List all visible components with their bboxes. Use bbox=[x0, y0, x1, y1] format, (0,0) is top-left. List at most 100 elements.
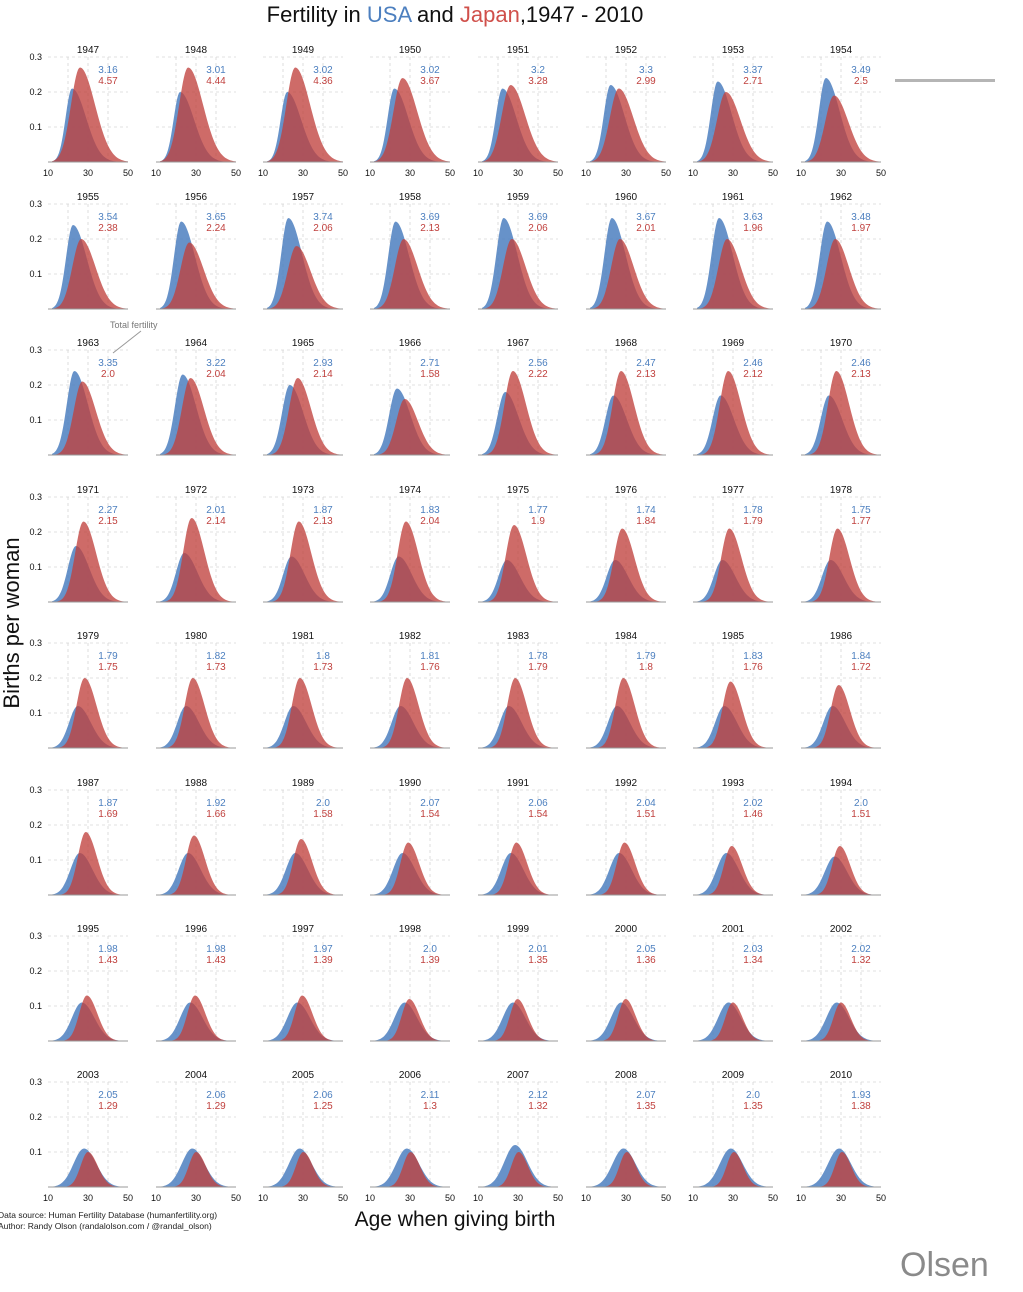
panel-year-label: 1984 bbox=[615, 631, 638, 642]
usa-fertility-label: 2.04 bbox=[636, 798, 656, 809]
panel-year-label: 1967 bbox=[507, 338, 530, 349]
japan-fertility-label: 1.29 bbox=[206, 1101, 226, 1112]
watermark: Olsen bbox=[900, 1246, 989, 1284]
panel-1966: 1966 2.711.58 bbox=[370, 338, 450, 456]
panel-year-label: 2008 bbox=[615, 1070, 638, 1081]
panel-2004: 2004 2.061.29 10 30 50 bbox=[151, 1070, 241, 1203]
panel-1979: 1979 1.791.75 0.1 0.2 0.3 bbox=[29, 631, 128, 749]
usa-fertility-label: 2.46 bbox=[743, 358, 763, 369]
panel-year-label: 2006 bbox=[399, 1070, 422, 1081]
japan-area bbox=[590, 842, 666, 895]
panel-year-label: 1974 bbox=[399, 485, 422, 496]
japan-fertility-label: 1.73 bbox=[206, 662, 226, 673]
usa-fertility-label: 3.69 bbox=[528, 212, 548, 223]
japan-area bbox=[482, 85, 558, 162]
x-tick-label: 30 bbox=[83, 1193, 93, 1203]
panel-1959: 1959 3.692.06 bbox=[478, 192, 558, 310]
usa-fertility-label: 2.56 bbox=[528, 358, 548, 369]
panel-1955: 1955 3.542.38 0.1 0.2 0.3 bbox=[29, 192, 128, 310]
japan-fertility-label: 2.06 bbox=[313, 223, 333, 234]
japan-area bbox=[160, 518, 236, 602]
panel-1999: 1999 2.011.35 bbox=[478, 924, 558, 1042]
japan-area bbox=[52, 1152, 128, 1187]
x-tick-label: 50 bbox=[123, 1193, 133, 1203]
x-tick-label: 30 bbox=[191, 1193, 201, 1203]
japan-fertility-label: 2.15 bbox=[98, 516, 118, 527]
usa-fertility-label: 1.83 bbox=[420, 505, 440, 516]
panel-year-label: 1966 bbox=[399, 338, 422, 349]
panel-1971: 1971 2.272.15 0.1 0.2 0.3 bbox=[29, 485, 128, 603]
japan-fertility-label: 2.04 bbox=[206, 369, 226, 380]
panel-1962: 1962 3.481.97 bbox=[801, 192, 881, 310]
total-fertility-annotation: Total fertility bbox=[110, 320, 158, 330]
panel-1969: 1969 2.462.12 bbox=[693, 338, 773, 456]
x-tick-label: 50 bbox=[876, 1193, 886, 1203]
japan-fertility-label: 2.12 bbox=[743, 369, 763, 380]
panel-year-label: 1960 bbox=[615, 192, 638, 203]
usa-fertility-label: 3.65 bbox=[206, 212, 226, 223]
usa-fertility-label: 2.02 bbox=[743, 798, 763, 809]
panel-1988: 1988 1.921.66 bbox=[156, 778, 236, 896]
x-tick-label: 50 bbox=[445, 1193, 455, 1203]
y-tick-label: 0.2 bbox=[29, 234, 42, 244]
y-tick-label: 0.3 bbox=[29, 345, 42, 355]
x-tick-label: 30 bbox=[83, 168, 93, 178]
usa-fertility-label: 3.16 bbox=[98, 65, 118, 76]
usa-fertility-label: 1.98 bbox=[206, 944, 226, 955]
japan-fertility-label: 2.5 bbox=[854, 76, 868, 87]
panel-year-label: 2009 bbox=[722, 1070, 745, 1081]
japan-fertility-label: 2.01 bbox=[636, 223, 656, 234]
panel-1964: 1964 3.222.04 bbox=[156, 338, 236, 456]
panel-year-label: 1985 bbox=[722, 631, 745, 642]
usa-fertility-label: 2.0 bbox=[746, 1090, 760, 1101]
japan-area bbox=[374, 78, 450, 162]
panel-1976: 1976 1.741.84 bbox=[586, 485, 666, 603]
x-tick-label: 10 bbox=[151, 1193, 161, 1203]
japan-fertility-label: 1.3 bbox=[423, 1101, 437, 1112]
panel-2003: 2003 2.051.29 0.1 0.2 0.3 10 30 50 bbox=[29, 1070, 133, 1203]
x-tick-label: 10 bbox=[581, 1193, 591, 1203]
panel-1970: 1970 2.462.13 bbox=[801, 338, 881, 456]
panel-year-label: 1981 bbox=[292, 631, 315, 642]
panel-1972: 1972 2.012.14 bbox=[156, 485, 236, 603]
panel-1997: 1997 1.971.39 bbox=[263, 924, 343, 1042]
japan-fertility-label: 1.58 bbox=[313, 809, 333, 820]
panel-1990: 1990 2.071.54 bbox=[370, 778, 450, 896]
panel-1995: 1995 1.981.43 0.1 0.2 0.3 bbox=[29, 924, 128, 1042]
panel-year-label: 1961 bbox=[722, 192, 745, 203]
japan-area bbox=[52, 832, 128, 895]
japan-area bbox=[697, 1152, 773, 1187]
panel-2006: 2006 2.111.3 10 30 50 bbox=[365, 1070, 455, 1203]
japan-area bbox=[160, 242, 236, 309]
usa-fertility-label: 2.06 bbox=[528, 798, 548, 809]
x-tick-label: 30 bbox=[621, 168, 631, 178]
usa-fertility-label: 2.46 bbox=[851, 358, 871, 369]
x-tick-label: 30 bbox=[513, 1193, 523, 1203]
usa-fertility-label: 2.05 bbox=[636, 944, 656, 955]
panel-year-label: 1989 bbox=[292, 778, 315, 789]
usa-fertility-label: 1.77 bbox=[528, 505, 548, 516]
panel-year-label: 1991 bbox=[507, 778, 530, 789]
x-tick-label: 50 bbox=[661, 1193, 671, 1203]
usa-fertility-label: 3.48 bbox=[851, 212, 871, 223]
panel-1980: 1980 1.821.73 bbox=[156, 631, 236, 749]
panel-year-label: 1988 bbox=[185, 778, 208, 789]
panel-2010: 2010 1.931.38 10 30 50 bbox=[796, 1070, 886, 1203]
usa-fertility-label: 2.0 bbox=[316, 798, 330, 809]
panel-year-label: 1969 bbox=[722, 338, 745, 349]
panel-1947: 1947 3.164.57 0.1 0.2 0.3 10 30 50 bbox=[29, 45, 133, 178]
annotation-pointer bbox=[112, 330, 142, 354]
panel-1984: 1984 1.791.8 bbox=[586, 631, 666, 749]
panel-year-label: 2000 bbox=[615, 924, 638, 935]
panel-1992: 1992 2.041.51 bbox=[586, 778, 666, 896]
panel-1991: 1991 2.061.54 bbox=[478, 778, 558, 896]
japan-fertility-label: 3.67 bbox=[420, 76, 440, 87]
panel-1986: 1986 1.841.72 bbox=[801, 631, 881, 749]
japan-area bbox=[590, 239, 666, 309]
x-tick-label: 10 bbox=[151, 168, 161, 178]
x-tick-label: 30 bbox=[836, 1193, 846, 1203]
